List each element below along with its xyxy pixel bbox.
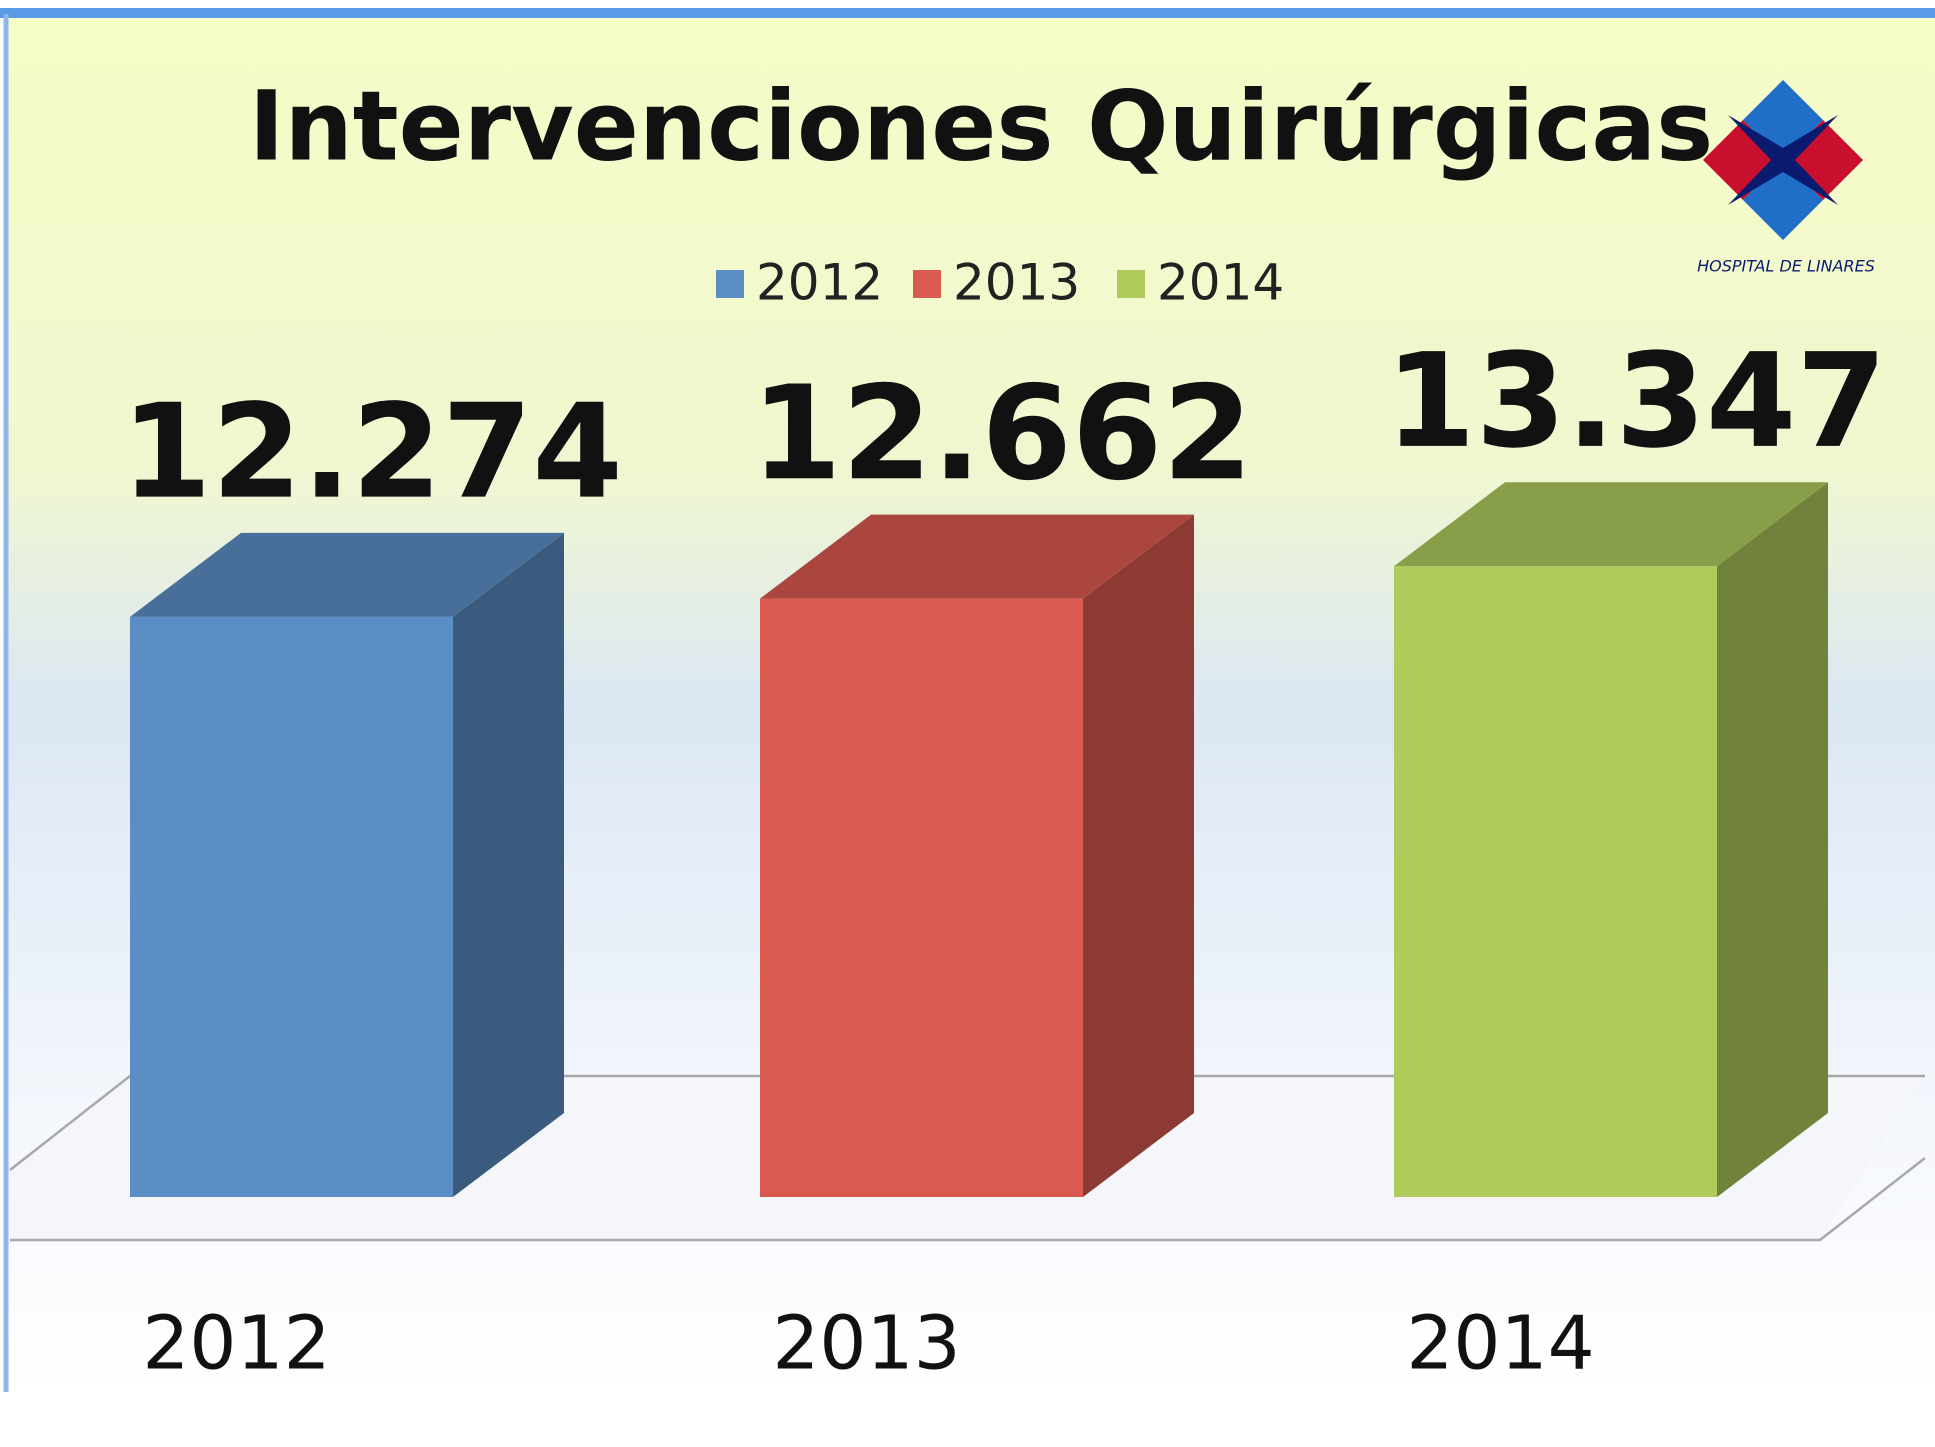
legend-label: 2014 [1157, 254, 1284, 312]
bar [130, 616, 453, 1197]
x-tick-label: 2014 [1406, 1301, 1594, 1387]
logo [1703, 80, 1863, 240]
bar [760, 598, 1083, 1197]
bar-side [453, 532, 564, 1197]
value-label: 12.662 [751, 357, 1253, 509]
bar-top [760, 514, 1194, 599]
value-label: 13.347 [1385, 325, 1887, 477]
top-border [0, 8, 1935, 18]
legend-swatch [1117, 270, 1145, 298]
bar-side [1717, 482, 1828, 1197]
floor-front-edge [10, 1157, 1926, 1242]
x-tick-label: 2013 [772, 1301, 960, 1387]
x-tick-label: 2012 [142, 1301, 330, 1387]
bar-side [1083, 514, 1194, 1197]
legend-label: 2012 [756, 254, 883, 312]
legend-swatch [716, 270, 744, 298]
value-label: 12.274 [121, 376, 623, 528]
chart-title: Intervenciones Quirúrgicas [249, 70, 1714, 182]
legend-label: 2013 [953, 254, 1080, 312]
legend-swatch [913, 270, 941, 298]
logo-text: HOSPITAL DE LINARES [1697, 257, 1875, 276]
bar-top [130, 532, 564, 617]
bar [1394, 566, 1717, 1197]
bar-top [1394, 482, 1828, 567]
